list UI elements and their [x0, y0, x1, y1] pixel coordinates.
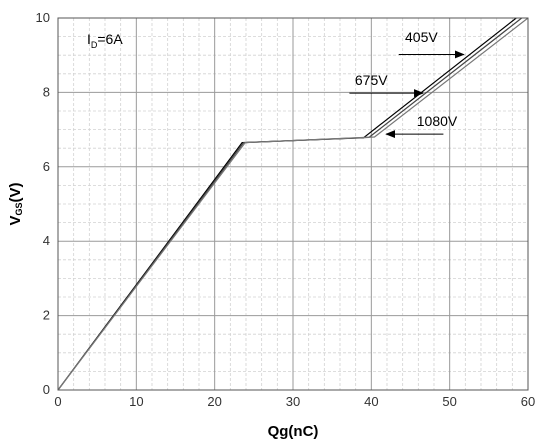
condition-label: ID=6A	[87, 31, 123, 50]
plot-frame	[57, 17, 529, 391]
annotation-label-1080V: 1080V	[417, 113, 458, 129]
y-tick-label: 2	[43, 308, 50, 323]
x-tick-label: 0	[54, 394, 61, 409]
x-tick-label: 60	[521, 394, 535, 409]
x-axis-ticks: 0 10 20 30 40 50 60	[54, 394, 535, 409]
condition-tail: =6A	[97, 31, 123, 47]
x-tick-label: 10	[129, 394, 143, 409]
series-layer	[57, 17, 529, 391]
x-tick-label: 30	[286, 394, 300, 409]
y-tick-label: 6	[43, 159, 50, 174]
condition-main: I	[87, 31, 91, 47]
series-line-405V	[57, 17, 517, 391]
y-axis-title-main: V	[7, 216, 24, 226]
y-axis-title: VGS(V)	[7, 182, 24, 225]
y-tick-label: 4	[43, 233, 50, 248]
y-tick-label: 0	[43, 382, 50, 397]
condition-sub: D	[91, 40, 98, 50]
annotations: 405V 675V 1080V	[349, 29, 465, 139]
x-tick-label: 50	[442, 394, 456, 409]
x-tick-label: 40	[364, 394, 378, 409]
annotation-label-675V: 675V	[355, 72, 388, 88]
y-axis-title-sub: GS	[14, 202, 24, 215]
y-axis-title-tail: (V)	[7, 182, 24, 202]
series-line-1080V	[57, 17, 529, 391]
y-axis-ticks: 0 2 4 6 8 10	[36, 10, 50, 397]
annotation-label-405V: 405V	[405, 29, 438, 45]
y-tick-label: 10	[36, 10, 50, 25]
y-tick-label: 8	[43, 84, 50, 99]
x-tick-label: 20	[207, 394, 221, 409]
x-axis-title: Qg(nC)	[268, 423, 319, 440]
